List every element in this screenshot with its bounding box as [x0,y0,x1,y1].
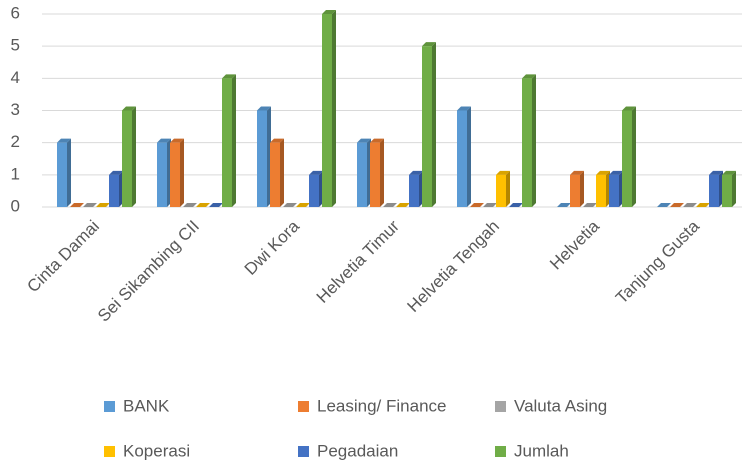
bar [709,175,719,207]
y-tick-label: 0 [11,196,20,215]
bar [109,175,119,207]
legend-label: Jumlah [514,441,569,460]
bar [222,78,232,207]
bar-side [132,107,136,208]
bar [409,175,419,207]
legend-swatch [298,446,309,457]
legend-label: Valuta Asing [514,396,607,415]
bar-top [83,203,97,207]
bar-side [632,107,636,208]
bar [122,111,132,208]
bar [370,143,380,207]
bar [309,175,319,207]
bar-top [683,203,697,207]
y-tick-label: 3 [11,100,20,119]
legend-label: Koperasi [123,441,190,460]
bar [322,14,332,207]
legend-label: Leasing/ Finance [317,396,446,415]
legend-label: Pegadaian [317,441,398,460]
x-tick-label: Dwi Kora [241,216,304,279]
bar-side [332,10,336,207]
bar [722,175,732,207]
bar-top [696,203,710,207]
legend-swatch [298,401,309,412]
bar-top [296,203,310,207]
bar-top [483,203,497,207]
bar-top [396,203,410,207]
x-tick-label: Helvetia [546,216,603,273]
bar [522,78,532,207]
bar-top [557,203,571,207]
y-tick-label: 5 [11,36,20,55]
bar [357,143,367,207]
bar-top [209,203,223,207]
bar [622,111,632,208]
bar-side [280,139,284,207]
legend-swatch [104,401,115,412]
legend-swatch [495,446,506,457]
x-tick-label: Sei Sikambing CII [94,217,203,326]
bar-top [583,203,597,207]
bar [457,111,467,208]
x-tick-label: Helvetia Tengah [404,217,503,316]
legend-label: BANK [123,396,170,415]
bar-top [183,203,197,207]
bar-top [96,203,110,207]
bar-top [470,203,484,207]
bar-side [467,107,471,208]
y-tick-label: 6 [11,3,20,22]
bar-side [580,171,584,207]
x-tick-label: Helvetia Timur [313,216,403,306]
bar [157,143,167,207]
x-tick-label: Tanjung Gusta [612,216,703,307]
bar [570,175,580,207]
y-tick-label: 1 [11,164,20,183]
bar-side [506,171,510,207]
legend-swatch [495,401,506,412]
bar-top [509,203,523,207]
x-tick-label: Cinta Damai [23,217,103,297]
legend-swatch [104,446,115,457]
bar-side [432,42,436,207]
bar-top [383,203,397,207]
bar [270,143,280,207]
bar-top [657,203,671,207]
bar-side [732,171,736,207]
bar [609,175,619,207]
bar [257,111,267,208]
bar [57,143,67,207]
bar [170,143,180,207]
bar [422,46,432,207]
y-tick-label: 2 [11,132,20,151]
bar-side [532,74,536,207]
bar [496,175,506,207]
y-tick-label: 4 [11,68,20,87]
bar-side [232,74,236,207]
bar-top [283,203,297,207]
bar-top [70,203,84,207]
bar-side [380,139,384,207]
bar-side [180,139,184,207]
bar-top [670,203,684,207]
bar [596,175,606,207]
bar-top [196,203,210,207]
bar-side [67,139,71,207]
